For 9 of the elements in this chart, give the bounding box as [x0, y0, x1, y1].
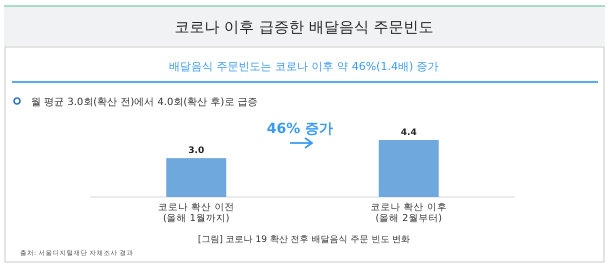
text: 46% 증가: [266, 121, 334, 137]
data-label: 4.4: [400, 128, 417, 138]
chart-subtitle: 배달음식 주문빈도는 코로나 이후 약 46%(1.4배) 증가: [169, 60, 439, 73]
chart-title: 코로나 이후 급증한 배달음식 주문빈도: [174, 18, 434, 36]
x-tick-label: 코로나 확산 이전 (올해 1월까지): [158, 202, 234, 224]
text: [그림] 코로나 19 확산 전후 배달음식 주문 빈도 변화: [198, 235, 410, 245]
data-label: 3.0: [188, 146, 204, 156]
x-tick-label: 코로나 확산 이후 (올해 2월부터): [370, 202, 447, 224]
text: 월 평균 3.0회(확산 전)에서 4.0회(확산 후)로 급증: [31, 97, 258, 108]
